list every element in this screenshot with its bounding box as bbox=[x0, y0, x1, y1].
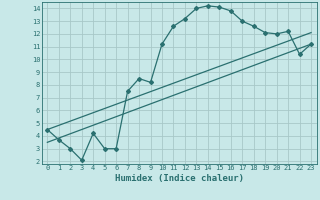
X-axis label: Humidex (Indice chaleur): Humidex (Indice chaleur) bbox=[115, 174, 244, 183]
